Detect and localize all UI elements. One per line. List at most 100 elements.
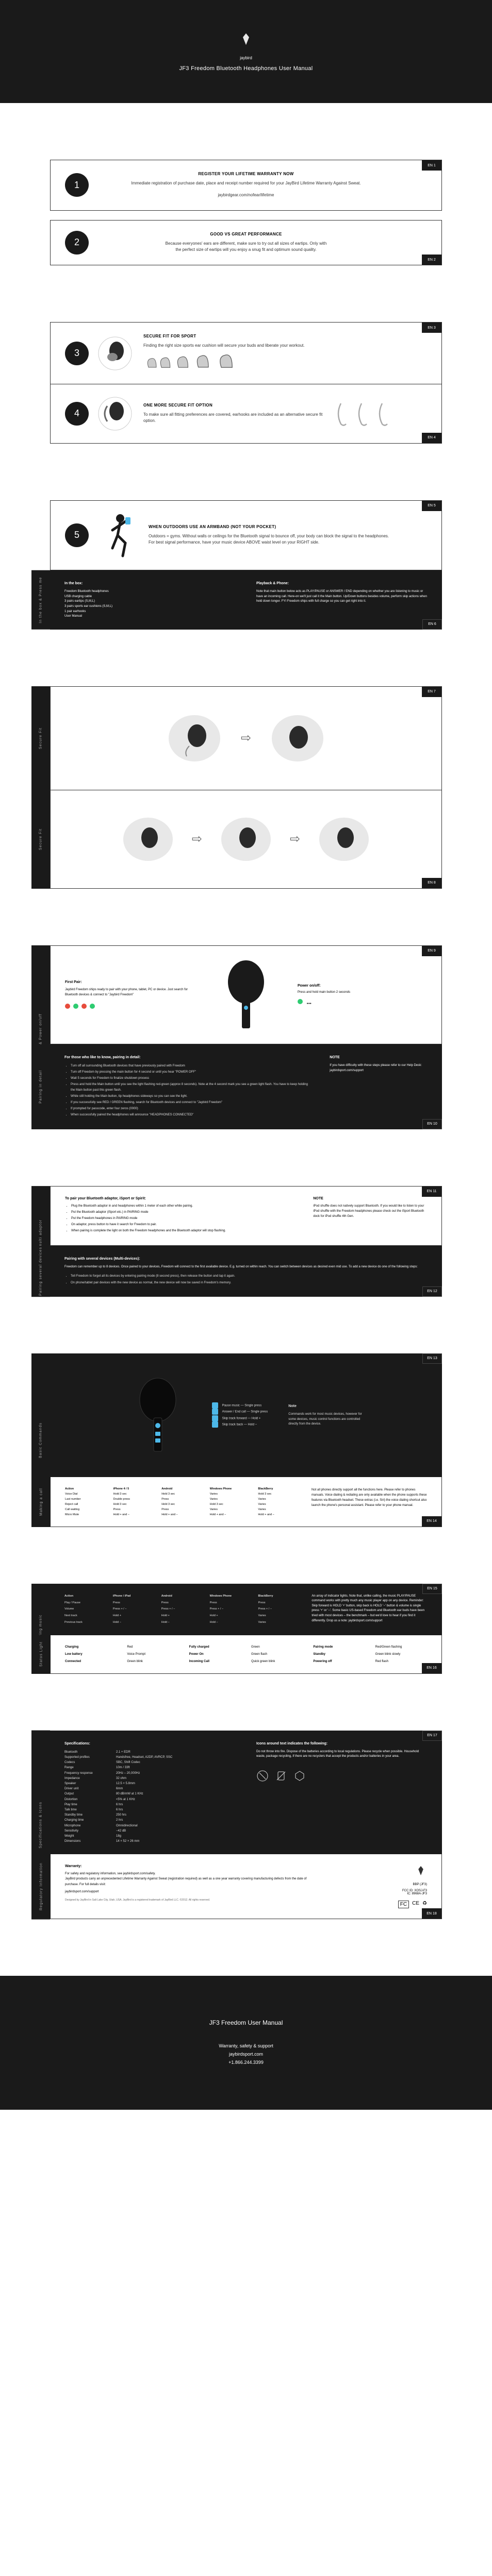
call-table: ActioniPhone 4 / 5AndroidWindows PhoneBl… xyxy=(65,1487,296,1516)
ear-fit-illustration xyxy=(316,816,372,862)
icons-body: Do not throw into fire. Dispose of the b… xyxy=(256,1750,428,1759)
box-right-body: Note that main button below acts as PLAY… xyxy=(256,589,428,604)
note-body: If you have difficulty with these steps … xyxy=(330,1063,428,1073)
page-tab: EN 13 xyxy=(422,1353,442,1364)
step-number: 2 xyxy=(65,231,89,255)
earbud-illustration xyxy=(97,335,133,371)
box-items-list: Freedom Bluetooth headphonesUSB charging… xyxy=(64,589,236,619)
page-tab: EN 12 xyxy=(422,1286,442,1297)
step-number: 3 xyxy=(65,342,89,365)
cover: jaybird JF3 Freedom Bluetooth Headphones… xyxy=(0,0,492,103)
cover-title: JF3 Freedom Bluetooth Headphones User Ma… xyxy=(179,65,313,72)
power-indicators: ●●● xyxy=(298,999,427,1005)
runner-illustration xyxy=(97,512,138,558)
call-note: Not all phones directly support all the … xyxy=(311,1487,427,1516)
side-label: Regulatory Information xyxy=(32,1854,51,1919)
reg-body: For safety and regulatory information, s… xyxy=(65,1871,313,1887)
page-tab: EN 4 xyxy=(422,433,441,443)
cmd-note-head: Note xyxy=(288,1403,368,1409)
page-tab: EN 7 xyxy=(422,687,441,697)
reg-designed: Designed by JayBird in Salt Lake City, U… xyxy=(65,1899,313,1902)
mp-note-body: iPod shuffle does not natively support B… xyxy=(313,1204,427,1219)
brand-logo-small xyxy=(415,1865,427,1877)
ear-fit-illustration xyxy=(218,816,274,862)
step-heading: GOOD VS GREAT PERFORMANCE xyxy=(97,232,395,236)
page-tab: EN 14 xyxy=(422,1516,441,1527)
mp-head: To pair your Bluetooth adaptor, iSport o… xyxy=(65,1197,292,1200)
page-tab: EN 17 xyxy=(422,1731,442,1741)
step-card-1: EN 1 1 REGISTER YOUR LIFETIME WARRANTY N… xyxy=(50,160,442,211)
step-number: 1 xyxy=(65,173,89,197)
page-tab: EN 6 xyxy=(422,619,442,630)
arrow-icon: ⇨ xyxy=(290,829,300,849)
step-link: jaybirdgear.com/nofear/lifetime xyxy=(97,192,395,199)
secure-fit-1: EN 7 ⇨ xyxy=(50,686,442,790)
step-card-4: 4 ONE MORE SECURE FIT OPTION To make sur… xyxy=(50,384,442,444)
multipoint-section: EN 11 To pair your Bluetooth adaptor, iS… xyxy=(50,1186,442,1246)
earbud-controls-illustration xyxy=(124,1374,191,1456)
paired-head: Pairing with several devices (Multi-devi… xyxy=(64,1256,428,1262)
mp-note-head: NOTE xyxy=(313,1197,427,1200)
page-tab: EN 9 xyxy=(422,946,441,956)
footer-line1: Warranty, safety & support xyxy=(219,2042,273,2050)
side-label: Status Light xyxy=(32,1635,51,1673)
footer-title: JF3 Freedom User Manual xyxy=(209,2019,283,2026)
box-left-head: In the box: xyxy=(64,581,236,586)
specs-list: Bluetooth2.1 + EDRSupported profilesHand… xyxy=(64,1750,236,1844)
pair-head-r: Power on/off: xyxy=(298,984,427,988)
music-section: EN 15 ActioniPhone / iPadAndroidWindows … xyxy=(50,1584,442,1635)
box-right-head: Playback & Phone: xyxy=(256,581,428,586)
step-heading: REGISTER YOUR LIFETIME WARRANTY NOW xyxy=(97,172,395,176)
step-card-5: EN 5 5 WHEN OUTDOORS USE AN ARMBAND (NOT… xyxy=(50,500,442,570)
in-the-box-section: In the box & Press me In the box: Freedo… xyxy=(50,570,442,630)
page-tab: EN 1 xyxy=(422,160,441,171)
paired-body: Freedom can remember up to 8 devices. On… xyxy=(64,1265,428,1270)
status-table: ChargingRedFully chargedGreenPairing mod… xyxy=(65,1646,427,1663)
status-section: Status Light ChargingRedFully chargedGre… xyxy=(50,1635,442,1674)
page-tab: EN 3 xyxy=(422,323,441,333)
ear-fit-illustration xyxy=(120,816,176,862)
music-side: An array of indicator lights. Note that,… xyxy=(311,1594,428,1625)
page-tab: EN 11 xyxy=(422,1187,441,1197)
secure-fit-2: ⇨ ⇨ EN 8 xyxy=(50,790,442,889)
freedom-earbud-illustration xyxy=(210,956,282,1033)
reg-link: jaybirdsport.com/support xyxy=(65,1890,313,1893)
page-tab: EN 16 xyxy=(422,1663,441,1673)
mp-list: Plug the Bluetooth adaptor in and headph… xyxy=(65,1204,292,1234)
reg-head: Warranty: xyxy=(65,1865,313,1868)
step-card-3: EN 3 3 SECURE FIT FOR SPORT Finding the … xyxy=(50,322,442,384)
step-body: Outdoors = gyms. Without walls or ceilin… xyxy=(149,533,395,547)
footer-line3: +1.866.244.3399 xyxy=(219,2058,273,2066)
indicator-lights xyxy=(65,1004,194,1009)
side-label: Making a call xyxy=(32,1477,51,1527)
pair-body-r: Press and hold main button 2 seconds xyxy=(298,991,427,994)
step-heading: ONE MORE SECURE FIT OPTION xyxy=(143,403,323,408)
page-tab: EN 15 xyxy=(422,1584,442,1594)
ear-fit-illustration xyxy=(163,713,225,764)
ear-fit-illustration xyxy=(267,713,329,764)
paired-list: Tell Freedom to forget all its devices b… xyxy=(64,1274,428,1285)
footer-line2: jaybirdsport.com xyxy=(219,2050,273,2058)
regulatory-section: Regulatory Information Warranty: For saf… xyxy=(50,1854,442,1919)
arrow-icon: ⇨ xyxy=(241,731,251,745)
step-body: To make sure all fitting preferences are… xyxy=(143,412,323,425)
note-head: NOTE xyxy=(330,1055,428,1060)
step-card-2: 2 GOOD VS GREAT PERFORMANCE Because ever… xyxy=(50,220,442,266)
page-tab: EN 18 xyxy=(422,1908,441,1919)
cmd-note-body: Commands work for most music devices, ho… xyxy=(288,1412,368,1427)
footer: JF3 Freedom User Manual Warranty, safety… xyxy=(0,1976,492,2110)
side-label: Pairing in detail xyxy=(31,1044,50,1129)
earhook-sizes xyxy=(333,398,395,429)
side-label: Secure Fit xyxy=(31,790,50,889)
brand-logo xyxy=(238,31,254,49)
regulatory-icons xyxy=(256,1770,428,1782)
pair-body-l: Jaybird Freedom ships ready to pair with… xyxy=(65,987,194,997)
step-body: Because everyones' ears are different, m… xyxy=(163,241,329,254)
page-tab: EN 5 xyxy=(422,501,441,511)
step-number: 5 xyxy=(65,523,89,547)
call-section: Making a call ActioniPhone 4 / 5AndroidW… xyxy=(50,1477,442,1527)
page-tab: EN 2 xyxy=(422,255,441,265)
side-label: In the box & Press me xyxy=(31,570,50,630)
reg-fcc: FCC ID: XOSJ-F3 IC: 8968A-JF3 xyxy=(328,1889,427,1895)
pair-head-l: First Pair: xyxy=(65,980,194,984)
